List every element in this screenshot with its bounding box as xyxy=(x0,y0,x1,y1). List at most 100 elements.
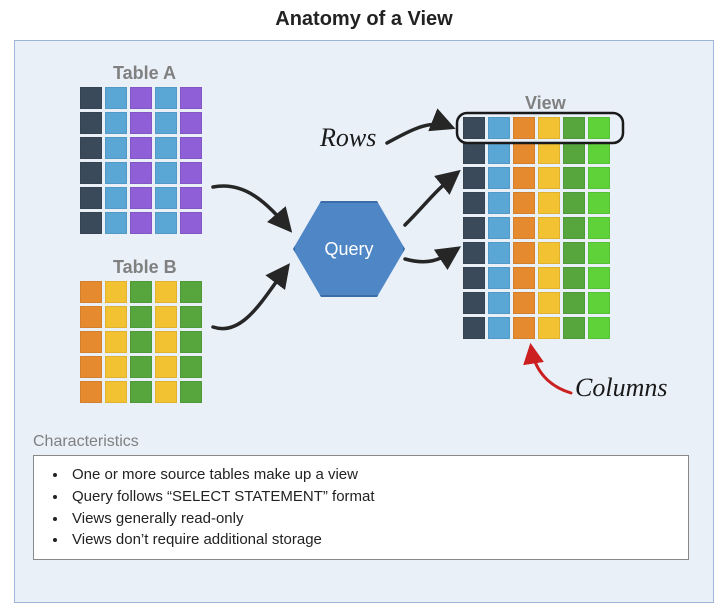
grid-cell xyxy=(538,292,560,314)
grid-cell xyxy=(488,242,510,264)
grid-cell xyxy=(155,356,177,378)
grid-cell xyxy=(488,267,510,289)
query-label: Query xyxy=(324,239,373,260)
grid-cell xyxy=(180,331,202,353)
grid-cell xyxy=(155,281,177,303)
grid-cell xyxy=(180,187,202,209)
grid-cell xyxy=(513,167,535,189)
grid-cell xyxy=(513,267,535,289)
page-title: Anatomy of a View xyxy=(0,0,728,37)
grid-cell xyxy=(463,192,485,214)
grid-cell xyxy=(130,306,152,328)
grid-cell xyxy=(180,212,202,234)
query-hexagon: Query xyxy=(293,201,405,297)
grid-cell xyxy=(180,281,202,303)
grid-cell xyxy=(563,217,585,239)
arrow-hex_to_view_top xyxy=(405,173,457,225)
view-label: View xyxy=(525,93,566,114)
grid-cell xyxy=(463,167,485,189)
characteristics-list: One or more source tables make up a view… xyxy=(68,464,678,551)
grid-cell xyxy=(588,292,610,314)
grid-cell xyxy=(80,356,102,378)
grid-cell xyxy=(488,167,510,189)
grid-cell xyxy=(588,267,610,289)
grid-cell xyxy=(538,192,560,214)
grid-cell xyxy=(538,217,560,239)
grid-cell xyxy=(563,142,585,164)
grid-cell xyxy=(130,331,152,353)
grid-cell xyxy=(105,137,127,159)
grid-cell xyxy=(105,331,127,353)
grid-cell xyxy=(563,242,585,264)
grid-cell xyxy=(105,281,127,303)
characteristic-item: Views don’t require additional storage xyxy=(68,529,678,551)
grid-cell xyxy=(155,137,177,159)
grid-cell xyxy=(180,162,202,184)
grid-cell xyxy=(155,306,177,328)
grid-cell xyxy=(588,317,610,339)
arrow-tableB_to_hex xyxy=(213,267,287,329)
grid-cell xyxy=(80,187,102,209)
grid-cell xyxy=(513,317,535,339)
table-a-label: Table A xyxy=(113,63,176,84)
grid-cell xyxy=(155,381,177,403)
characteristics-box: One or more source tables make up a view… xyxy=(33,455,689,560)
grid-cell xyxy=(513,192,535,214)
grid-cell xyxy=(538,267,560,289)
grid-cell xyxy=(538,167,560,189)
grid-cell xyxy=(130,137,152,159)
grid-cell xyxy=(588,192,610,214)
grid-cell xyxy=(463,217,485,239)
grid-cell xyxy=(463,117,485,139)
grid-cell xyxy=(80,281,102,303)
grid-cell xyxy=(513,292,535,314)
grid-cell xyxy=(105,356,127,378)
grid-cell xyxy=(155,112,177,134)
grid-cell xyxy=(513,117,535,139)
grid-cell xyxy=(80,381,102,403)
grid-cell xyxy=(80,137,102,159)
grid-cell xyxy=(130,162,152,184)
grid-cell xyxy=(463,242,485,264)
grid-cell xyxy=(538,317,560,339)
grid-cell xyxy=(180,112,202,134)
grid-cell xyxy=(563,117,585,139)
grid-cell xyxy=(488,117,510,139)
grid-cell xyxy=(563,192,585,214)
grid-cell xyxy=(588,117,610,139)
grid-cell xyxy=(588,217,610,239)
grid-cell xyxy=(130,281,152,303)
grid-cell xyxy=(180,137,202,159)
grid-cell xyxy=(488,192,510,214)
grid-cell xyxy=(513,217,535,239)
grid-cell xyxy=(513,142,535,164)
grid-cell xyxy=(105,212,127,234)
grid-cell xyxy=(130,112,152,134)
grid-cell xyxy=(488,317,510,339)
grid-cell xyxy=(130,187,152,209)
view-grid xyxy=(463,117,610,339)
grid-cell xyxy=(80,162,102,184)
grid-cell xyxy=(180,381,202,403)
grid-cell xyxy=(180,306,202,328)
grid-cell xyxy=(130,87,152,109)
grid-cell xyxy=(563,267,585,289)
grid-cell xyxy=(80,212,102,234)
arrow-hex_to_view_bot xyxy=(405,249,457,262)
grid-cell xyxy=(80,112,102,134)
table-a-grid xyxy=(80,87,202,234)
grid-cell xyxy=(538,142,560,164)
grid-cell xyxy=(130,212,152,234)
grid-cell xyxy=(538,117,560,139)
grid-cell xyxy=(488,142,510,164)
characteristic-item: Query follows “SELECT STATEMENT” format xyxy=(68,486,678,508)
arrow-tableA_to_hex xyxy=(213,186,289,229)
diagram-panel: Table A Table B View Query Rows Columns … xyxy=(14,40,714,603)
characteristic-item: Views generally read-only xyxy=(68,508,678,530)
grid-cell xyxy=(588,142,610,164)
arrow-rows_to_view xyxy=(387,124,451,143)
grid-cell xyxy=(105,187,127,209)
grid-cell xyxy=(155,331,177,353)
grid-cell xyxy=(105,162,127,184)
grid-cell xyxy=(588,242,610,264)
